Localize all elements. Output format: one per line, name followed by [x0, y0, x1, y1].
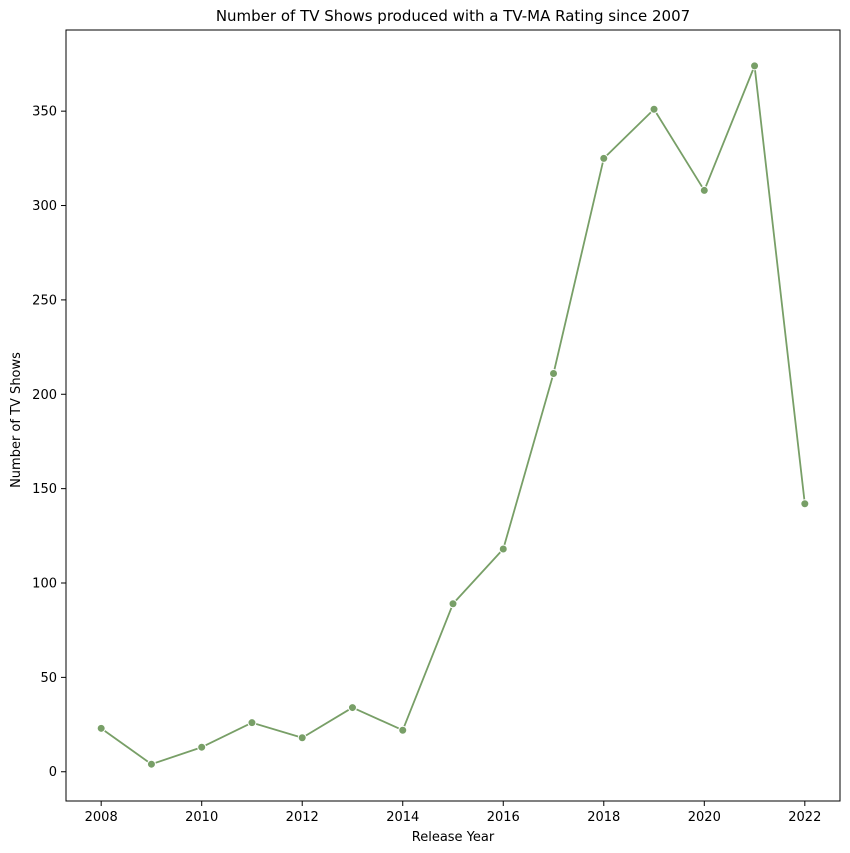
y-tick-label: 150 — [32, 482, 57, 497]
data-point — [247, 718, 257, 728]
x-tick-label: 2018 — [587, 810, 620, 825]
x-tick-label: 2016 — [487, 810, 520, 825]
data-point — [146, 759, 156, 769]
y-tick-label: 0 — [49, 765, 57, 780]
data-point — [297, 733, 307, 743]
y-tick-label: 100 — [32, 577, 57, 592]
data-point — [398, 725, 408, 735]
x-tick-label: 2020 — [688, 810, 721, 825]
data-point — [549, 369, 559, 379]
data-point — [197, 742, 207, 752]
x-tick-label: 2010 — [185, 810, 218, 825]
data-point — [448, 599, 458, 609]
data-point — [498, 544, 508, 554]
x-axis-title: Release Year — [412, 830, 495, 845]
data-point — [649, 104, 659, 114]
data-point — [800, 499, 810, 509]
plot-area: 2008 2010 2012 2014 2016 2018 2020 2022 0 50 100 15… — [32, 29, 841, 825]
y-tick-label: 300 — [32, 199, 57, 214]
chart-title: Number of TV Shows produced with a TV-MA… — [216, 7, 690, 25]
y-tick-label: 350 — [32, 105, 57, 120]
data-point — [347, 703, 357, 713]
y-tick-label: 50 — [40, 671, 57, 686]
data-point — [699, 185, 709, 195]
x-tick-label: 2014 — [386, 810, 419, 825]
y-tick-label: 250 — [32, 293, 57, 308]
y-axis-title: Number of TV Shows — [9, 352, 24, 488]
data-point — [599, 153, 609, 163]
plot-frame — [65, 29, 841, 802]
y-tick-label: 200 — [32, 388, 57, 403]
data-point — [96, 723, 106, 733]
series-line — [100, 64, 806, 766]
x-tick-label: 2008 — [85, 810, 118, 825]
x-tick-label: 2022 — [788, 810, 821, 825]
data-point — [750, 61, 760, 71]
x-tick-label: 2012 — [286, 810, 319, 825]
